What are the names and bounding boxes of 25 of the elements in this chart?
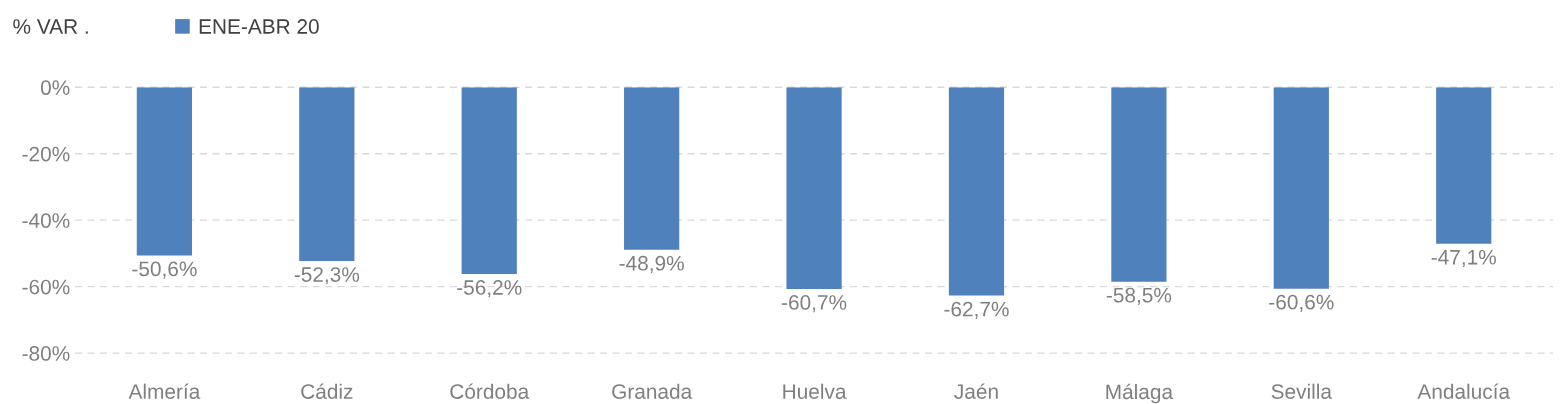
data-label: -60,6% [1269,294,1334,312]
y-axis-title: % VAR . [13,19,88,34]
x-tick-label: Córdoba [450,383,530,399]
x-tick-label: Jaén [954,383,998,399]
x-tick-label: Granada [612,383,693,399]
legend-label: ENE-ABR 20 [199,19,319,34]
data-label: -48,9% [619,255,684,274]
x-tick-label: Cádiz [301,383,353,399]
x-tick-label: Sevilla [1271,383,1332,399]
x-tick-label: Almería [128,383,201,399]
data-label: -56,2% [457,280,522,298]
y-tick-label: -60% [22,279,70,295]
data-label: -47,1% [1431,249,1496,268]
data-label: -60,7% [781,295,847,313]
x-tick-label: Málaga [1106,383,1174,404]
data-label: -52,3% [294,267,360,285]
y-tick-label: -20% [22,146,70,162]
y-tick-label: -40% [22,213,70,228]
data-label: -58,5% [1106,287,1172,305]
data-label: -62,7% [944,301,1009,319]
y-tick-label: 0% [40,80,70,96]
x-tick-label: Andalucía [1417,383,1511,399]
y-tick-label: -80% [22,346,70,361]
data-label: -50,6% [132,261,197,279]
x-tick-label: Huelva [783,383,847,399]
